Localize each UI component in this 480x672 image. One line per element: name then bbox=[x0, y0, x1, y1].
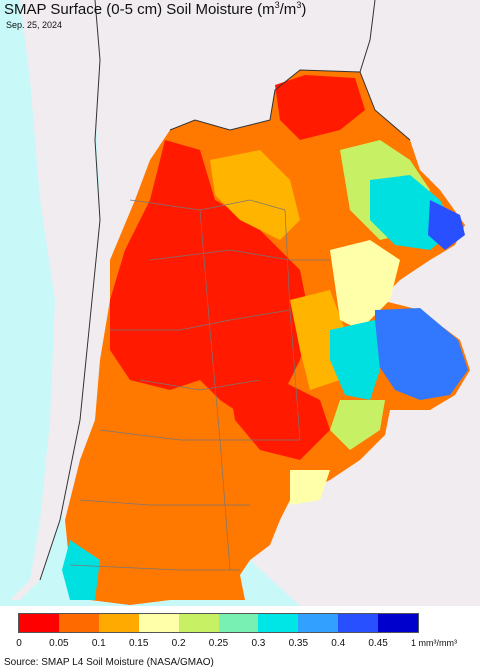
map-title: SMAP Surface (0-5 cm) Soil Moisture (m3/… bbox=[4, 0, 306, 18]
title-sup-1: 3 bbox=[274, 0, 280, 10]
region-cyan-south bbox=[62, 540, 100, 600]
legend-swatch bbox=[378, 614, 419, 632]
source-credit: Source: SMAP L4 Soil Moisture (NASA/GMAO… bbox=[4, 657, 214, 668]
region-blue-north bbox=[428, 200, 465, 250]
legend-swatch bbox=[98, 614, 139, 632]
legend-swatch bbox=[218, 614, 259, 632]
region-light bbox=[330, 240, 400, 330]
legend-swatch bbox=[338, 614, 379, 632]
region-cyan-2 bbox=[330, 320, 380, 400]
title-mid: /m bbox=[279, 1, 297, 18]
national-borders bbox=[39, 0, 411, 581]
legend-tick-label: 0.15 bbox=[128, 638, 149, 649]
legend-swatch bbox=[258, 614, 299, 632]
legend-tick-label: 0 bbox=[16, 638, 22, 649]
region-green-2 bbox=[330, 400, 385, 450]
region-blue-uruguay bbox=[375, 308, 468, 400]
legend-tick-label: 0.4 bbox=[331, 638, 346, 649]
soil-moisture-map bbox=[0, 0, 480, 606]
legend-tick-label: 0.25 bbox=[208, 638, 229, 649]
legend-tick-label: 0.1 bbox=[91, 638, 106, 649]
legend-tick-label: 0.05 bbox=[49, 638, 69, 649]
legend-colorbar bbox=[18, 613, 419, 633]
legend-unit: 1 mm³/mm³ bbox=[411, 638, 457, 648]
legend-swatch bbox=[178, 614, 219, 632]
region-moderate-2 bbox=[290, 290, 345, 390]
region-light-south bbox=[290, 470, 330, 505]
region-very-dry-north bbox=[275, 75, 365, 140]
title-text: SMAP Surface (0-5 cm) Soil Moisture (m bbox=[4, 1, 275, 18]
legend-tick-label: 0.45 bbox=[368, 638, 388, 649]
pacific-ocean bbox=[0, 0, 55, 600]
map-svg bbox=[0, 0, 480, 606]
map-date: Sep. 25, 2024 bbox=[6, 20, 63, 30]
province-borders bbox=[69, 199, 330, 571]
title-end: ) bbox=[301, 1, 307, 18]
title-sup-2: 3 bbox=[296, 0, 302, 10]
region-very-dry bbox=[110, 140, 310, 420]
legend-swatch bbox=[19, 614, 59, 632]
legend-tick-label: 0.35 bbox=[288, 638, 309, 649]
legend-swatch bbox=[298, 614, 339, 632]
legend-swatch bbox=[138, 614, 179, 632]
legend-swatch bbox=[58, 614, 99, 632]
legend-tick-label: 0.2 bbox=[171, 638, 186, 649]
legend-tick-label: 0.3 bbox=[251, 638, 266, 649]
region-moderate bbox=[210, 150, 300, 240]
